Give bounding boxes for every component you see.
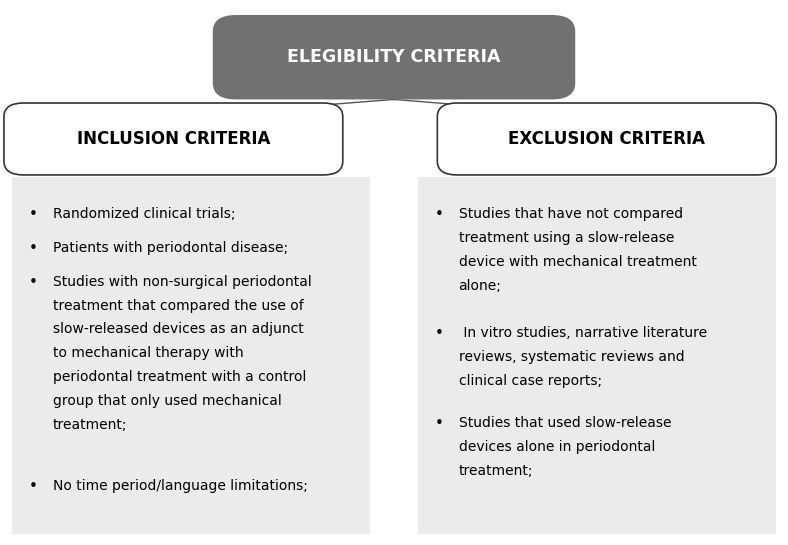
Text: •: • <box>29 207 38 222</box>
Text: In vitro studies, narrative literature
reviews, systematic reviews and
clinical : In vitro studies, narrative literature r… <box>459 326 707 387</box>
Text: •: • <box>435 207 444 222</box>
Text: Studies with non-surgical periodontal
treatment that compared the use of
slow-re: Studies with non-surgical periodontal tr… <box>53 275 311 432</box>
Text: ELEGIBILITY CRITERIA: ELEGIBILITY CRITERIA <box>288 48 500 66</box>
Text: •: • <box>29 479 38 494</box>
FancyBboxPatch shape <box>437 103 776 175</box>
Text: No time period/language limitations;: No time period/language limitations; <box>53 479 307 493</box>
FancyBboxPatch shape <box>418 177 776 534</box>
Text: •: • <box>435 416 444 432</box>
FancyBboxPatch shape <box>4 103 343 175</box>
FancyBboxPatch shape <box>213 15 575 99</box>
Text: EXCLUSION CRITERIA: EXCLUSION CRITERIA <box>508 130 705 148</box>
Text: •: • <box>29 241 38 256</box>
Text: Patients with periodontal disease;: Patients with periodontal disease; <box>53 241 288 255</box>
Text: •: • <box>29 275 38 290</box>
FancyBboxPatch shape <box>12 177 370 534</box>
Text: •: • <box>435 326 444 341</box>
Text: Studies that have not compared
treatment using a slow-release
device with mechan: Studies that have not compared treatment… <box>459 207 697 293</box>
Text: INCLUSION CRITERIA: INCLUSION CRITERIA <box>76 130 270 148</box>
Text: Randomized clinical trials;: Randomized clinical trials; <box>53 207 236 221</box>
Text: Studies that used slow-release
devices alone in periodontal
treatment;: Studies that used slow-release devices a… <box>459 416 671 478</box>
